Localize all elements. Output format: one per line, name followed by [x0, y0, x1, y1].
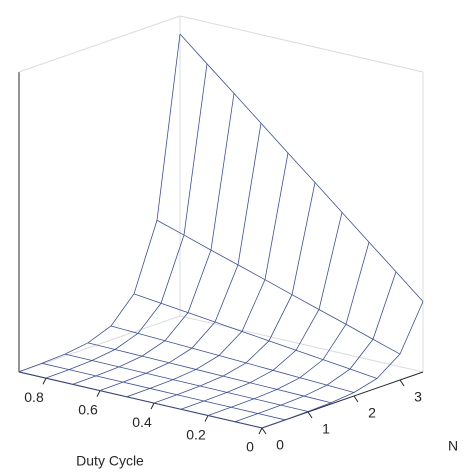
- mesh-row: [87, 342, 332, 404]
- x-axis-label: Duty Cycle: [76, 453, 144, 469]
- mesh-row: [156, 219, 401, 355]
- y-tick: [399, 379, 405, 387]
- x-tick-label: 0: [246, 439, 254, 455]
- box-edge: [179, 15, 424, 73]
- y-axis-label: N: [448, 438, 458, 454]
- mesh-column: [45, 63, 208, 379]
- mesh-column: [126, 152, 289, 398]
- mesh-column: [18, 33, 181, 373]
- y-tick: [307, 411, 313, 419]
- x-tick: [258, 427, 263, 435]
- mesh-column: [180, 212, 343, 410]
- x-tick-label: 0.6: [78, 401, 98, 417]
- x-tick: [204, 415, 209, 422]
- mesh-column: [261, 301, 424, 429]
- box-edge: [18, 15, 181, 73]
- mesh-column: [234, 271, 397, 423]
- x-tick-label: 0.4: [132, 414, 152, 430]
- y-tick-label: 1: [322, 421, 330, 437]
- y-tick-label: 0: [276, 437, 284, 453]
- x-tick: [150, 402, 155, 410]
- x-tick-label: 0.2: [186, 426, 206, 442]
- mesh-row: [179, 33, 424, 302]
- y-tick-label: 2: [368, 405, 376, 421]
- mesh-column: [207, 242, 370, 416]
- x-tick-label: 0.8: [24, 389, 44, 405]
- y-tick-label: 3: [414, 389, 422, 405]
- x-tick: [96, 390, 101, 397]
- y-tick: [261, 427, 267, 435]
- box-edge: [18, 315, 181, 373]
- mesh-row: [41, 362, 286, 421]
- mesh-column: [72, 93, 235, 385]
- x-tick: [42, 377, 47, 385]
- mesh-row: [18, 371, 263, 429]
- mesh-column: [153, 182, 316, 404]
- mesh-row: [64, 353, 309, 412]
- mesh-column: [99, 123, 262, 391]
- box-edge: [179, 315, 424, 373]
- mesh-row: [110, 325, 355, 393]
- y-tick: [353, 395, 359, 403]
- mesh-row: [133, 293, 378, 379]
